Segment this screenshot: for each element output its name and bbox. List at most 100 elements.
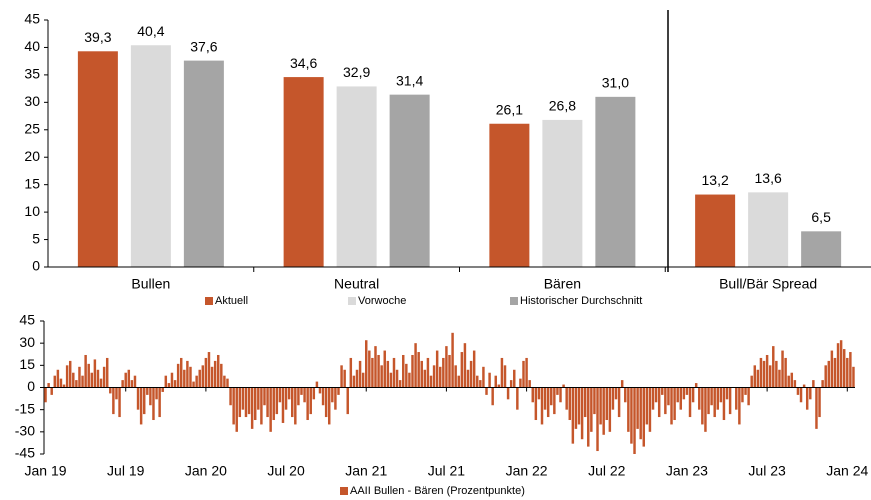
bar	[799, 387, 803, 403]
bar	[531, 387, 534, 403]
bar	[56, 369, 60, 388]
bar	[250, 387, 254, 429]
bar	[84, 354, 87, 388]
bar	[408, 372, 411, 388]
bar	[553, 387, 556, 415]
bar	[667, 387, 670, 406]
bar	[352, 375, 356, 388]
bar	[365, 340, 368, 388]
bar	[679, 387, 683, 410]
bar	[142, 387, 146, 415]
bar	[482, 366, 485, 388]
y-tick-label: 30	[24, 93, 40, 109]
bar	[676, 387, 679, 403]
bar	[275, 387, 279, 415]
bar	[685, 387, 689, 395]
bar	[839, 340, 843, 388]
bar	[355, 369, 359, 388]
bar	[525, 357, 528, 388]
bar	[485, 387, 488, 395]
bar	[778, 369, 781, 388]
bar	[790, 372, 794, 388]
bar	[587, 387, 590, 447]
bar	[590, 387, 593, 432]
value-label: 37,6	[190, 38, 217, 54]
bar	[112, 387, 115, 415]
bar	[651, 387, 655, 410]
bar	[827, 360, 831, 388]
bar	[821, 380, 824, 388]
bar	[849, 352, 852, 388]
bar	[167, 383, 171, 388]
bar	[460, 352, 464, 388]
y-tick-label: 15	[19, 356, 35, 372]
bar	[596, 387, 599, 452]
bar	[489, 123, 530, 268]
bar	[842, 349, 846, 388]
bar	[297, 387, 300, 406]
legend-label: Vorwoche	[358, 295, 406, 307]
bar	[87, 363, 90, 388]
bar	[571, 387, 575, 444]
y-tick-label: 10	[24, 203, 40, 219]
bar	[796, 387, 800, 395]
bar	[189, 366, 192, 388]
bar	[306, 387, 309, 421]
bar	[506, 387, 510, 400]
bar	[775, 360, 778, 388]
bar	[81, 375, 84, 388]
bar	[463, 343, 467, 388]
bar	[278, 387, 282, 403]
bar	[593, 387, 596, 415]
bar	[346, 387, 349, 415]
bar	[479, 380, 482, 388]
bar	[294, 387, 297, 425]
bar	[753, 365, 757, 388]
bar	[793, 380, 797, 388]
bar	[457, 375, 460, 388]
x-tick-label: Bullen	[131, 276, 170, 292]
bar	[661, 387, 664, 395]
bar	[72, 372, 75, 388]
bar	[321, 387, 325, 406]
bar	[698, 387, 701, 410]
x-tick-label: Jan 20	[185, 463, 227, 479]
bar	[405, 363, 408, 388]
bar	[158, 387, 161, 418]
x-tick-label: Jul 19	[107, 463, 145, 479]
bar	[179, 357, 183, 388]
bar	[340, 365, 343, 388]
bar	[426, 357, 430, 388]
bar	[300, 387, 303, 395]
bar	[639, 387, 642, 440]
bar	[77, 51, 118, 267]
bar	[540, 387, 544, 425]
x-tick-label: Jul 21	[428, 463, 466, 479]
bar	[747, 387, 750, 406]
bar	[445, 346, 448, 388]
y-tick-label: 5	[32, 230, 40, 246]
y-tick-label: 45	[24, 11, 40, 27]
bar	[59, 378, 63, 388]
bar	[815, 387, 818, 429]
bar	[78, 366, 81, 388]
bar	[633, 387, 636, 454]
bar	[802, 384, 806, 388]
bar	[411, 354, 414, 388]
bar	[65, 365, 69, 388]
x-tick-label: Neutral	[334, 276, 379, 292]
bar	[624, 387, 627, 403]
bar	[750, 375, 753, 388]
bar	[429, 375, 433, 388]
bar	[133, 375, 137, 388]
bar	[389, 372, 393, 388]
bar	[50, 387, 53, 395]
bar	[728, 387, 732, 415]
bar	[701, 387, 704, 425]
bar	[448, 354, 451, 388]
bar	[605, 387, 608, 421]
bar	[324, 387, 328, 418]
bar	[235, 387, 238, 432]
bar	[710, 387, 713, 406]
bar	[636, 387, 639, 429]
